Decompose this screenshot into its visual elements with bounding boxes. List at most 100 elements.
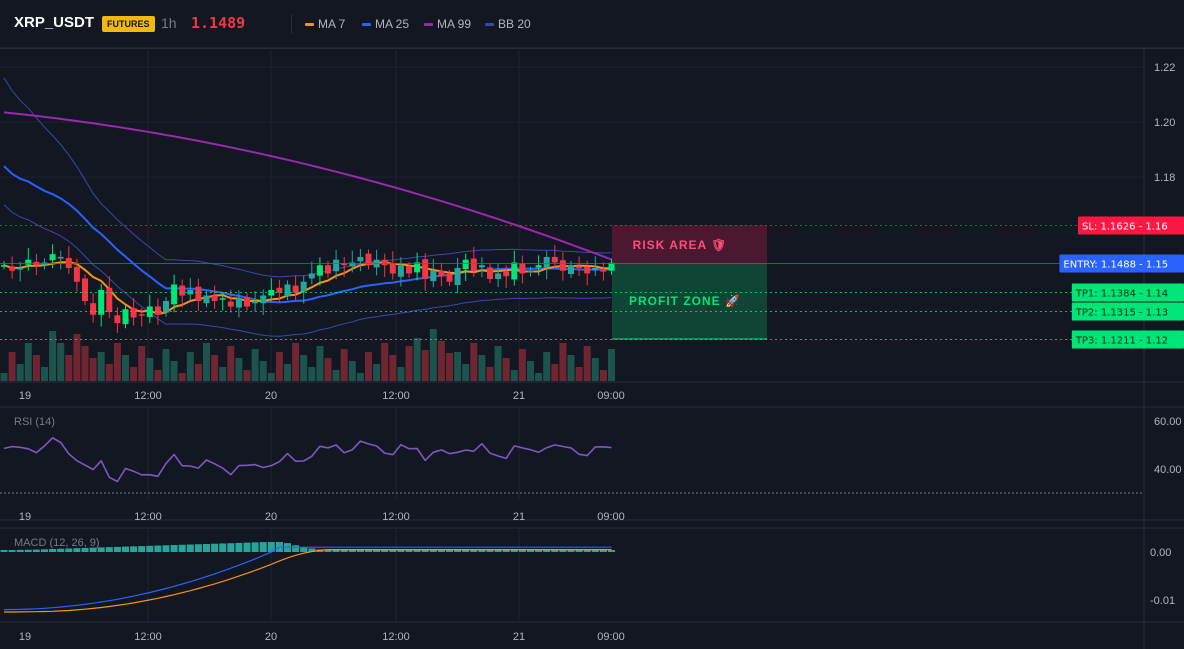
volume-bar	[186, 352, 194, 381]
grid-lines	[0, 47, 1184, 649]
legend-ma25[interactable]: MA 25	[362, 17, 409, 31]
rsi-time-tick-label: 20	[265, 511, 277, 523]
legend-ma7[interactable]: MA 7	[305, 17, 345, 31]
macd-histogram-bar	[203, 543, 210, 552]
macd-tick-label: 0.00	[1150, 547, 1171, 559]
macd-histogram-bar	[154, 545, 162, 552]
profit-zone	[612, 263, 767, 339]
volume-bar	[575, 367, 583, 381]
volume-bar	[527, 361, 534, 381]
candle-body	[349, 262, 356, 267]
volume-bar	[170, 361, 178, 381]
candle-body	[122, 309, 129, 325]
candle-body	[600, 270, 607, 272]
price-tick-label: 1.20	[1154, 117, 1175, 129]
candle-body	[98, 289, 105, 315]
macd-histogram-bar	[470, 550, 478, 552]
ma25-line	[3, 165, 612, 304]
macd-histogram-bar	[113, 546, 121, 552]
volume-bar	[32, 355, 40, 381]
level-tag	[1078, 216, 1184, 235]
rsi-tick-label: 60.00	[1154, 416, 1182, 428]
legend-ma99[interactable]: MA 99	[424, 17, 471, 31]
candle-body	[397, 265, 404, 277]
volume-bar	[300, 355, 308, 381]
rsi-time-tick-label: 21	[513, 511, 525, 523]
volume-bar	[0, 373, 8, 381]
volume-bar	[219, 367, 227, 381]
candle-body	[130, 308, 137, 318]
macd-histogram-bar	[510, 550, 518, 552]
volume-bar	[194, 364, 202, 381]
bb-upper-line	[3, 77, 612, 278]
macd-histogram-bar	[178, 544, 186, 552]
macd-signal-line	[4, 549, 612, 613]
macd-panel	[0, 542, 615, 613]
candle-body	[57, 256, 64, 259]
macd-histogram-bar	[324, 550, 332, 552]
volume-bar	[608, 349, 615, 381]
candle-body	[9, 266, 16, 271]
candle-body	[203, 295, 210, 304]
volume-bar	[381, 343, 389, 381]
volume-bar	[57, 343, 65, 381]
trade-levels: SL: 1.1626 - 1.16 ENTRY: 1.1488 - 1.15 TP1…	[0, 216, 1184, 349]
macd-histogram-bar	[413, 550, 421, 552]
candle-body	[519, 263, 526, 274]
level-tag	[1071, 330, 1184, 349]
macd-histogram-bar	[332, 550, 340, 552]
time-tick-label: 19	[19, 390, 31, 402]
volume-bar	[535, 373, 543, 381]
candle-body	[25, 259, 32, 265]
volume-bar	[413, 338, 421, 381]
candle-body	[584, 266, 591, 274]
volume-bar	[462, 364, 470, 381]
symbol-title[interactable]: XRP_USDT	[14, 14, 95, 31]
candle-body	[487, 267, 493, 279]
volume-bar	[356, 373, 364, 381]
candle-body	[559, 260, 566, 271]
candle-body	[495, 273, 502, 279]
macd-histogram-bar	[478, 550, 486, 552]
macd-histogram-bar	[41, 549, 48, 552]
time-tick-label: 12:00	[382, 390, 410, 402]
rsi-time-tick-label: 12:00	[382, 511, 410, 523]
macd-time-tick-label: 09:00	[597, 631, 625, 643]
volume-bar	[105, 364, 113, 381]
chart-header: XRP_USDT FUTURES 1h 1.1489 MA 7 MA 25 MA…	[0, 0, 1184, 49]
macd-histogram-bar	[16, 549, 24, 552]
macd-histogram-bar	[599, 550, 607, 552]
candle-body	[406, 266, 412, 274]
volume-bar	[275, 352, 283, 381]
volume-bar	[243, 370, 251, 381]
ma7-swatch-icon	[305, 22, 314, 26]
level-tag-label: TP1: 1.1384 - 1.14	[1075, 289, 1168, 300]
bb20-swatch-icon	[485, 22, 494, 26]
time-tick-label: 20	[265, 390, 277, 402]
candle-body	[276, 287, 283, 293]
volume-bar	[162, 349, 170, 381]
level-tag	[1059, 254, 1184, 273]
bollinger-bands	[3, 77, 612, 337]
candle-body	[219, 298, 226, 300]
level-tag	[1071, 302, 1184, 321]
candle-body	[292, 285, 299, 293]
candle-body	[535, 265, 542, 268]
macd-time-tick-label: 21	[513, 631, 525, 643]
volume-bar	[470, 343, 478, 381]
macd-histogram-bar	[608, 550, 615, 552]
candle-body	[446, 274, 453, 282]
macd-histogram-bar	[437, 550, 445, 552]
candle-body	[244, 297, 250, 307]
legend-bb20[interactable]: BB 20	[485, 17, 531, 31]
price-tick-label: 1.22	[1154, 62, 1175, 74]
volume-bar	[551, 364, 559, 381]
macd-histogram-bar	[130, 546, 138, 552]
macd-histogram-bar	[73, 548, 81, 552]
macd-histogram-bar	[389, 550, 397, 552]
volume-bar	[227, 346, 235, 381]
volume-bar	[373, 364, 381, 381]
timeframe-label[interactable]: 1h	[161, 15, 177, 31]
candles	[1, 244, 615, 333]
